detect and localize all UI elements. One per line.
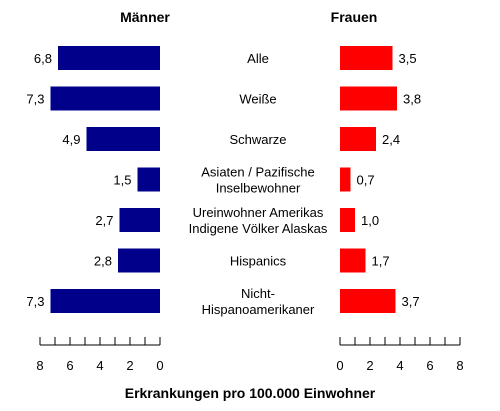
- data-label-women: 1,7: [372, 254, 390, 269]
- chart-axes: 0 0 2 2 4 4 6 6 8 8: [36, 337, 464, 373]
- bar-men: [86, 127, 160, 151]
- bar-women: [340, 208, 355, 232]
- data-label-men: 7,3: [26, 92, 44, 107]
- chart-rows: Alle 6,8 3,5 Weiße 7,3 3,8 Schwarze 4,9 2,4 Asiat…: [26, 46, 421, 317]
- x-tick-label-women: 6: [426, 358, 433, 373]
- data-label-men: 2,8: [94, 254, 112, 269]
- bar-women: [340, 46, 393, 70]
- bar-men: [137, 167, 160, 192]
- data-label-women: 0,7: [357, 173, 375, 188]
- bar-women: [340, 127, 376, 151]
- category-label: Ureinwohner Amerikas: [193, 205, 324, 220]
- bar-women: [340, 289, 396, 313]
- data-label-women: 1,0: [361, 213, 379, 228]
- x-tick-label-women: 4: [396, 358, 403, 373]
- x-tick-label-women: 8: [456, 358, 463, 373]
- category-label: Indigene Völker Alaskas: [189, 221, 328, 236]
- category-label: Schwarze: [229, 132, 286, 147]
- bar-men: [118, 248, 160, 273]
- category-label: Asiaten / Pazifische: [201, 165, 314, 180]
- data-label-men: 6,8: [34, 51, 52, 66]
- bar-women: [340, 248, 366, 273]
- data-label-men: 2,7: [95, 213, 113, 228]
- data-label-men: 7,3: [26, 294, 44, 309]
- category-label: Hispanoamerikaner: [202, 302, 315, 317]
- bar-women: [340, 167, 351, 192]
- data-label-women: 3,7: [402, 294, 420, 309]
- category-label: Weiße: [239, 92, 276, 107]
- category-label: Inselbewohner: [216, 181, 301, 196]
- data-label-women: 2,4: [382, 132, 400, 147]
- x-axis-title: Erkrankungen pro 100.000 Einwohner: [125, 385, 376, 401]
- x-tick-label-women: 2: [366, 358, 373, 373]
- x-tick-label-men: 4: [96, 358, 103, 373]
- bar-women: [340, 86, 397, 111]
- header-men: Männer: [120, 9, 170, 25]
- data-label-women: 3,5: [399, 51, 417, 66]
- bar-men: [58, 46, 160, 70]
- bar-men: [50, 289, 160, 313]
- x-tick-label-women: 0: [336, 358, 343, 373]
- x-tick-label-men: 8: [36, 358, 43, 373]
- bar-men: [119, 208, 160, 232]
- category-label: Nicht-: [241, 286, 275, 301]
- data-label-men: 1,5: [113, 173, 131, 188]
- x-tick-label-men: 2: [126, 358, 133, 373]
- data-label-men: 4,9: [62, 132, 80, 147]
- bar-men: [50, 86, 160, 111]
- x-tick-label-men: 6: [66, 358, 73, 373]
- x-tick-label-men: 0: [156, 358, 163, 373]
- category-label: Hispanics: [230, 254, 287, 269]
- category-label: Alle: [247, 51, 269, 66]
- header-women: Frauen: [331, 9, 378, 25]
- data-label-women: 3,8: [403, 92, 421, 107]
